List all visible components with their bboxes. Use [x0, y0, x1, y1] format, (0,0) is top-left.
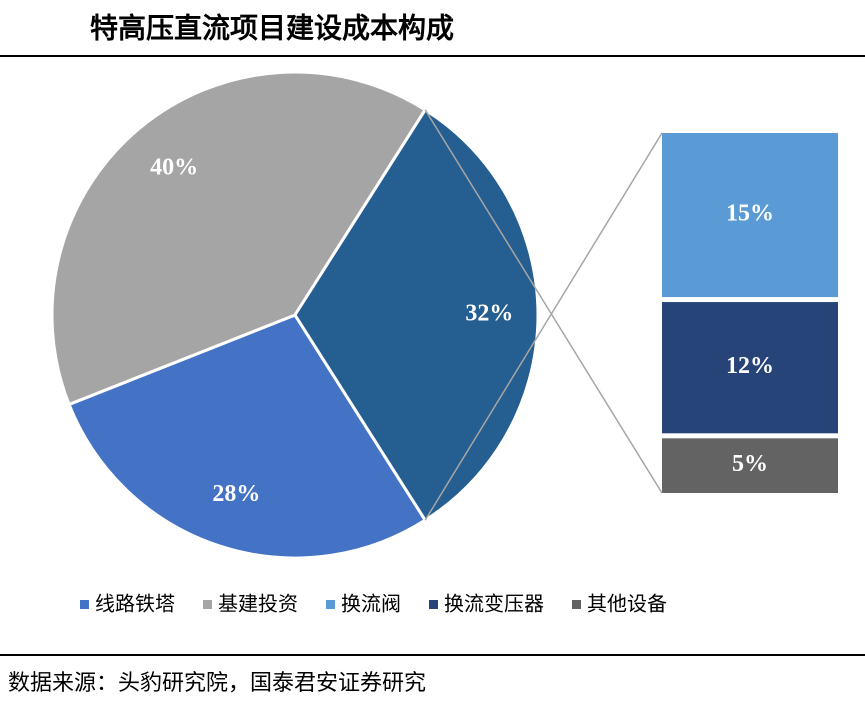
legend-label: 基建投资 [218, 592, 298, 616]
pie-slice [67, 313, 428, 560]
pie-slice [293, 107, 540, 523]
connector [424, 132, 663, 521]
bar-segment [662, 133, 838, 298]
value-label: 28% [212, 481, 260, 507]
bar-segment [662, 302, 838, 434]
value-label: 12% [726, 353, 774, 379]
legend-swatch [326, 600, 335, 609]
legend-swatch [429, 600, 438, 609]
connector [424, 109, 663, 494]
legend-label: 换流变压器 [444, 592, 544, 616]
value-label: 32% [465, 301, 513, 327]
legend-label: 换流阀 [341, 592, 401, 616]
value-label: 5% [732, 451, 768, 477]
bar-segment [662, 438, 838, 493]
chart-title: 特高压直流项目建设成本构成 [90, 12, 454, 45]
legend-swatch [80, 600, 89, 609]
pie-slice [50, 70, 428, 407]
legend-swatch [203, 600, 212, 609]
legend-swatch [572, 600, 581, 609]
value-label: 40% [150, 154, 198, 180]
legend-label: 线路铁塔 [95, 592, 175, 616]
legend-label: 其他设备 [587, 592, 667, 616]
source: 数据来源：头豹研究院，国泰君安证券研究 [8, 671, 426, 696]
value-label: 15% [726, 201, 774, 227]
